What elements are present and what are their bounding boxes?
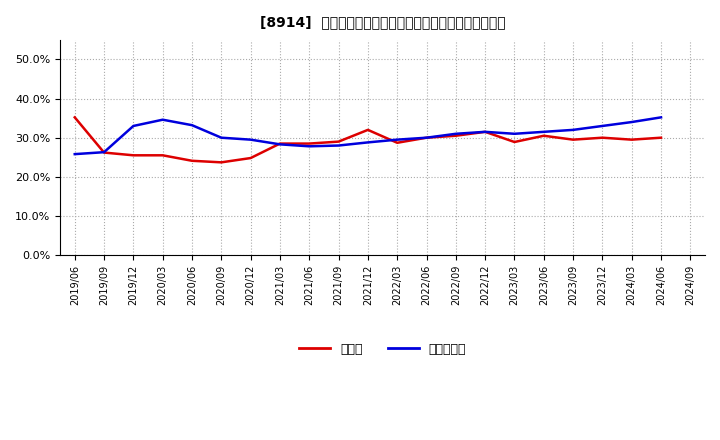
Legend: 現預金, 有利子負債: 現預金, 有利子負債 — [294, 338, 472, 361]
Title: [8914]  現預金、有利子負債の総資産に対する比率の推移: [8914] 現預金、有利子負債の総資産に対する比率の推移 — [260, 15, 505, 29]
